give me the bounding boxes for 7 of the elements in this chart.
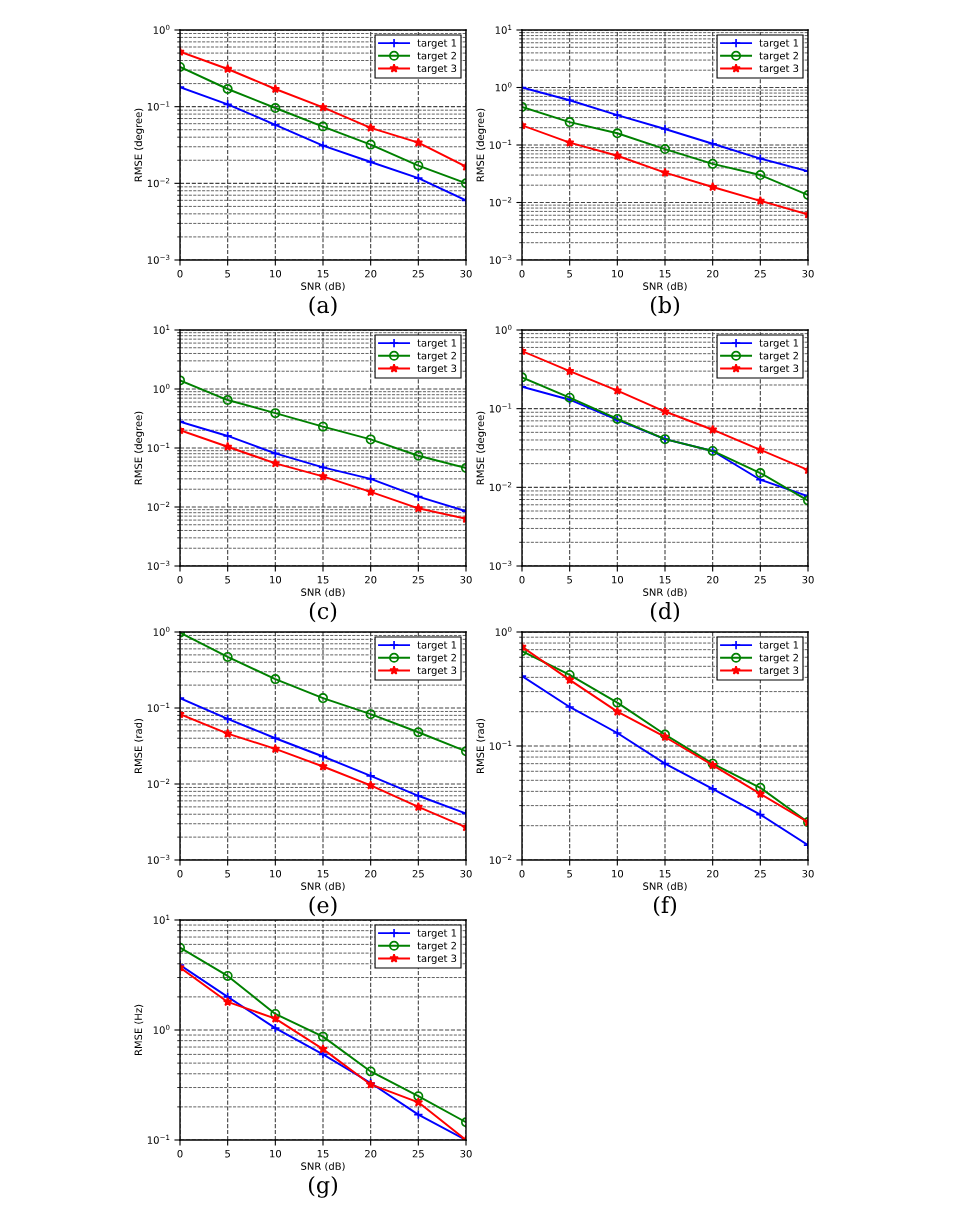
text: (c) [309, 602, 337, 623]
text: (a) [309, 296, 337, 317]
text: (d) [650, 602, 680, 623]
text: (b) [650, 296, 680, 317]
text: (e) [309, 896, 337, 917]
text: (g) [308, 1176, 338, 1198]
text: (f) [653, 896, 677, 917]
